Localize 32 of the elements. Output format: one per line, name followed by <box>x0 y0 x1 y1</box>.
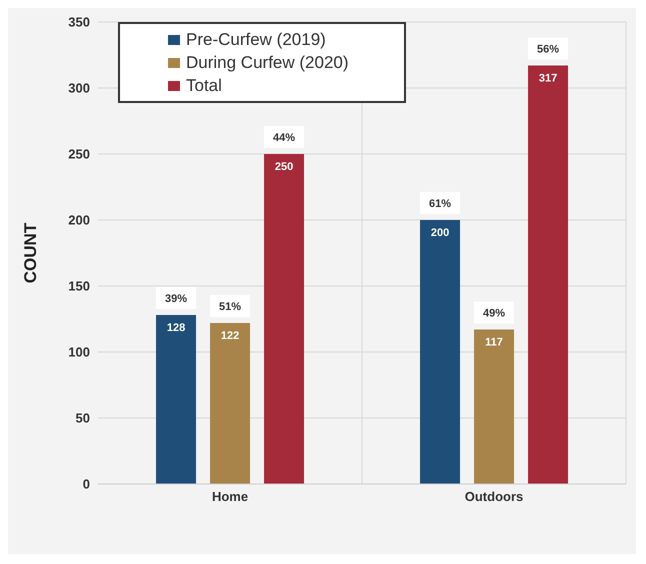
bar <box>264 154 304 484</box>
legend-label: Total <box>186 75 222 97</box>
y-tick-label: 150 <box>68 278 90 294</box>
annotation: 51% <box>219 300 242 313</box>
y-tick-label: 250 <box>68 146 90 162</box>
x-tick-label: Home <box>212 489 248 504</box>
legend-label: Pre-Curfew (2019) <box>186 29 326 51</box>
data-label: 128 <box>166 322 186 334</box>
y-tick-label: 100 <box>68 344 90 360</box>
y-tick-label: 300 <box>68 80 90 96</box>
x-tick-label: Outdoors <box>464 489 524 504</box>
data-label: 200 <box>430 226 450 239</box>
annotation: 44% <box>273 132 296 144</box>
y-tick-label: 0 <box>82 476 90 492</box>
bar <box>210 322 250 484</box>
annotation: 61% <box>429 198 452 210</box>
y-axis-title: COUNT <box>21 222 40 284</box>
data-label: 122 <box>220 330 240 342</box>
legend-label: During Curfew (2020) <box>186 52 349 74</box>
annotation: 56% <box>537 44 560 56</box>
y-tick-label: 350 <box>68 14 90 30</box>
y-tick-label: 200 <box>68 212 90 228</box>
bar <box>474 330 514 484</box>
data-label: 117 <box>485 336 503 348</box>
annotation: 39% <box>165 293 188 306</box>
data-label: 250 <box>274 160 294 173</box>
annotation: 49% <box>483 308 506 320</box>
bar <box>528 66 568 484</box>
y-tick-label: 50 <box>76 410 90 426</box>
data-label: 317 <box>538 72 558 84</box>
bar <box>156 315 196 484</box>
bar <box>420 220 460 484</box>
